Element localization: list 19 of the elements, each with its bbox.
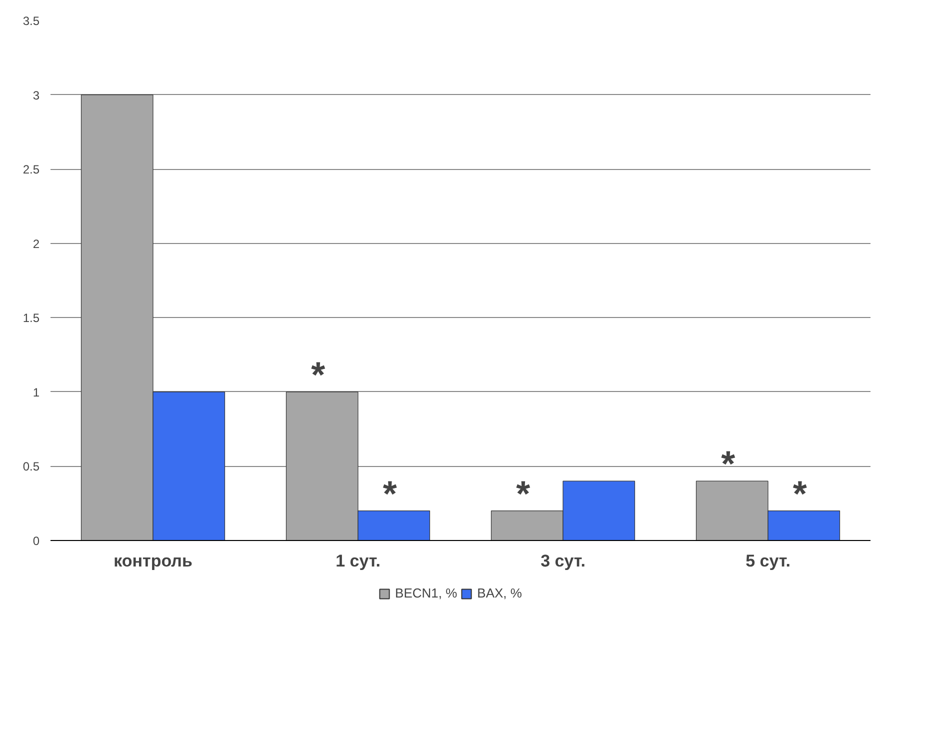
y-tick-label: 3.5 (22, 14, 40, 28)
x-tick-label: 1 сут. (336, 552, 380, 570)
annotation: * (382, 472, 397, 514)
y-tick-label: 0.5 (22, 460, 40, 474)
y-tick-label: 2 (32, 236, 40, 251)
x-tick-label: контроль (114, 552, 192, 570)
y-tick-label: 3 (32, 88, 40, 102)
y-tick-label: 1.5 (22, 311, 40, 326)
annotation: * (792, 472, 807, 514)
annotation: * (721, 443, 736, 484)
annotation: * (516, 472, 530, 514)
legend-label: BECN1, % (395, 586, 458, 600)
y-tick-label: 2.5 (22, 162, 40, 177)
y-tick-label: 1 (32, 385, 40, 400)
y-tick-label: 0 (32, 534, 40, 548)
legend-label: BAX, % (477, 586, 522, 600)
annotation: * (311, 354, 326, 395)
x-tick-label: 3 сут. (540, 552, 586, 570)
x-tick-label: 5 сут. (746, 552, 790, 570)
